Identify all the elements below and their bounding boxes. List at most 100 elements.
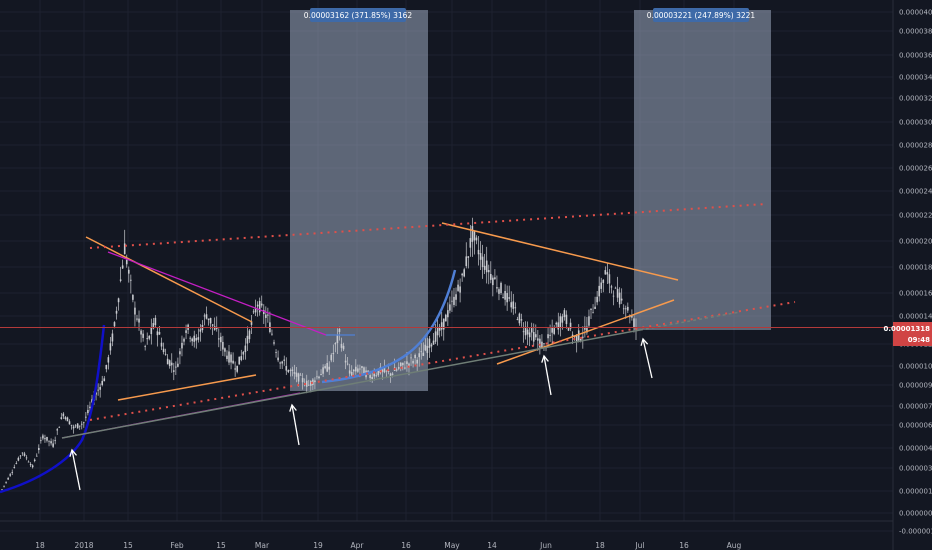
- candle-body: [9, 474, 11, 476]
- price-tick-label: 0.00003600: [899, 52, 932, 60]
- candle-body: [128, 269, 130, 274]
- candle-body: [95, 392, 97, 395]
- candle-body: [136, 318, 138, 320]
- candle-body: [342, 345, 345, 350]
- time-tick-label: 2018: [74, 541, 93, 550]
- candle-body: [620, 298, 623, 301]
- candle-body: [58, 426, 61, 428]
- candle-body: [352, 369, 355, 372]
- price-tag-value: 0.00001318: [884, 325, 931, 333]
- candle-body: [395, 369, 398, 371]
- candle-body: [438, 326, 441, 331]
- candle-body: [459, 286, 461, 293]
- candle-body: [447, 310, 449, 318]
- candle-body: [310, 381, 312, 386]
- candle-body: [608, 274, 611, 284]
- candle-body: [205, 314, 208, 319]
- candle-body: [391, 373, 394, 375]
- candle-body: [183, 338, 185, 342]
- candle-body: [76, 423, 79, 429]
- candle-body: [11, 472, 14, 473]
- candle-body: [246, 335, 249, 344]
- candle-body: [332, 352, 335, 355]
- candle-body: [238, 356, 241, 365]
- candle-body: [80, 423, 83, 425]
- candle-body: [571, 334, 574, 337]
- candle-body: [612, 295, 615, 297]
- candle-body: [158, 332, 161, 335]
- candle-body: [17, 457, 20, 461]
- candle-body: [350, 371, 353, 376]
- candle-body: [477, 249, 480, 255]
- candle-body: [144, 346, 146, 347]
- candle-body: [213, 326, 216, 330]
- candle-body: [175, 366, 177, 368]
- candle-body: [99, 386, 101, 390]
- candle-body: [13, 467, 16, 469]
- candle-body: [21, 452, 24, 454]
- candle-body: [1, 489, 3, 491]
- price-tag-timer: 09:48: [908, 336, 930, 344]
- price-tick-label: 0.00002400: [899, 188, 932, 196]
- candle-body: [573, 336, 576, 338]
- candle-body: [7, 478, 9, 480]
- candle-body: [62, 413, 65, 417]
- candle-body: [357, 368, 359, 372]
- price-tick-label: 0.00000450: [899, 445, 932, 453]
- candle-body: [330, 354, 333, 361]
- candle-body: [494, 277, 496, 280]
- candle-body: [481, 256, 484, 268]
- candle-body: [299, 374, 302, 376]
- candle-body: [534, 334, 537, 338]
- candle-body: [430, 344, 433, 347]
- candle-body: [492, 277, 494, 286]
- price-axis[interactable]: 0.00004000 0.00003800 0.00003600 0.00003400…: [892, 0, 932, 550]
- candle-body: [279, 362, 281, 364]
- candle-body: [590, 308, 592, 310]
- candle-body: [455, 294, 457, 300]
- candle-body: [428, 338, 431, 348]
- price-tick-label: 0.00001050: [899, 363, 932, 371]
- arrow-shaft: [642, 338, 653, 379]
- candle-body: [465, 256, 468, 267]
- candle-body: [414, 354, 416, 359]
- trendline-dotted-bottom: [89, 301, 796, 421]
- candle-body: [224, 348, 226, 352]
- candle-body: [148, 335, 151, 339]
- candle-body: [567, 328, 570, 331]
- candle-body: [559, 316, 562, 328]
- candle-body: [105, 364, 108, 370]
- measurement-label-1: 0.00003162 (371.85%) 3162: [304, 11, 413, 20]
- candle-body: [283, 359, 286, 361]
- time-tick-label: 15: [216, 541, 226, 550]
- candle-body: [289, 369, 292, 371]
- candle-body: [258, 300, 261, 313]
- candle-body: [293, 372, 296, 374]
- candle-body: [236, 365, 238, 372]
- candle-body: [254, 307, 257, 313]
- arrow-shaft: [291, 404, 300, 446]
- time-tick-label: 18: [595, 541, 605, 550]
- candle-body: [87, 409, 89, 414]
- candle-body: [604, 270, 607, 275]
- candle-body: [320, 373, 322, 376]
- candle-series: [1, 217, 637, 491]
- candle-body: [277, 357, 279, 361]
- candle-body: [624, 308, 627, 310]
- price-tag-bg: [893, 322, 932, 346]
- candle-body: [191, 338, 193, 342]
- time-axis[interactable]: 18 2018 15 Feb 15 Mar 19 Apr 16 May 14 Jun 18 Jul 16 Au…: [0, 520, 893, 550]
- candle-body: [265, 314, 267, 318]
- candle-body: [426, 345, 429, 353]
- candle-body: [130, 279, 132, 281]
- price-tick-label: 0.00000900: [899, 382, 932, 390]
- candle-body: [152, 323, 155, 329]
- candle-body: [291, 369, 294, 371]
- candle-body: [489, 274, 492, 280]
- price-tick-label: 0.00000150: [899, 488, 932, 496]
- candle-body: [432, 340, 435, 345]
- candle-body: [618, 292, 621, 305]
- candle-body: [502, 296, 504, 298]
- price-tick-label: 0.00001400: [899, 313, 932, 321]
